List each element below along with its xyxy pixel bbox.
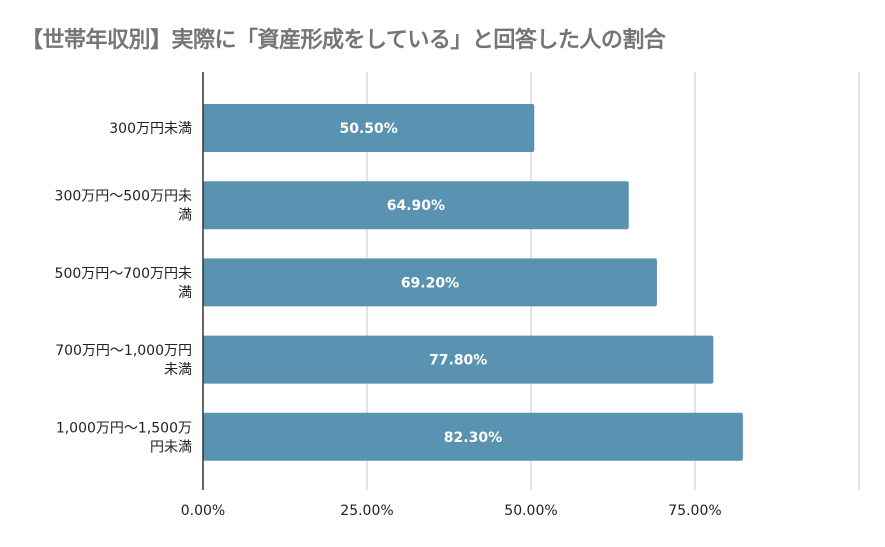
category-label: 500万円～700万円未 bbox=[55, 266, 192, 282]
x-tick-label: 50.00% bbox=[504, 503, 557, 519]
bar-data-label: 64.90% bbox=[387, 198, 445, 214]
category-label: 満 bbox=[178, 285, 192, 301]
chart-title: 【世帯年収別】実際に「資産形成をしている」と回答した人の割合 bbox=[21, 28, 666, 53]
category-label: 満 bbox=[178, 208, 192, 224]
x-tick-label: 25.00% bbox=[340, 503, 393, 519]
x-tick-label: 0.00% bbox=[181, 503, 225, 519]
bar bbox=[203, 258, 657, 307]
category-label: 300万円～500万円未 bbox=[55, 189, 192, 205]
bar bbox=[203, 181, 629, 230]
bar-data-label: 69.20% bbox=[401, 275, 459, 291]
category-label: 700万円～1,000万円 bbox=[55, 343, 192, 359]
x-tick-label: 75.00% bbox=[668, 503, 721, 519]
bar-data-label: 82.30% bbox=[444, 430, 502, 446]
category-label: 円未満 bbox=[150, 439, 192, 455]
bar-data-label: 77.80% bbox=[429, 353, 487, 369]
category-label: 1,000万円～1,500万 bbox=[56, 420, 192, 436]
bar bbox=[203, 412, 743, 461]
category-label: 未満 bbox=[164, 362, 192, 378]
category-label: 300万円未満 bbox=[109, 121, 192, 137]
bar-data-label: 50.50% bbox=[339, 121, 397, 137]
bar bbox=[203, 335, 714, 384]
bar bbox=[203, 104, 535, 152]
